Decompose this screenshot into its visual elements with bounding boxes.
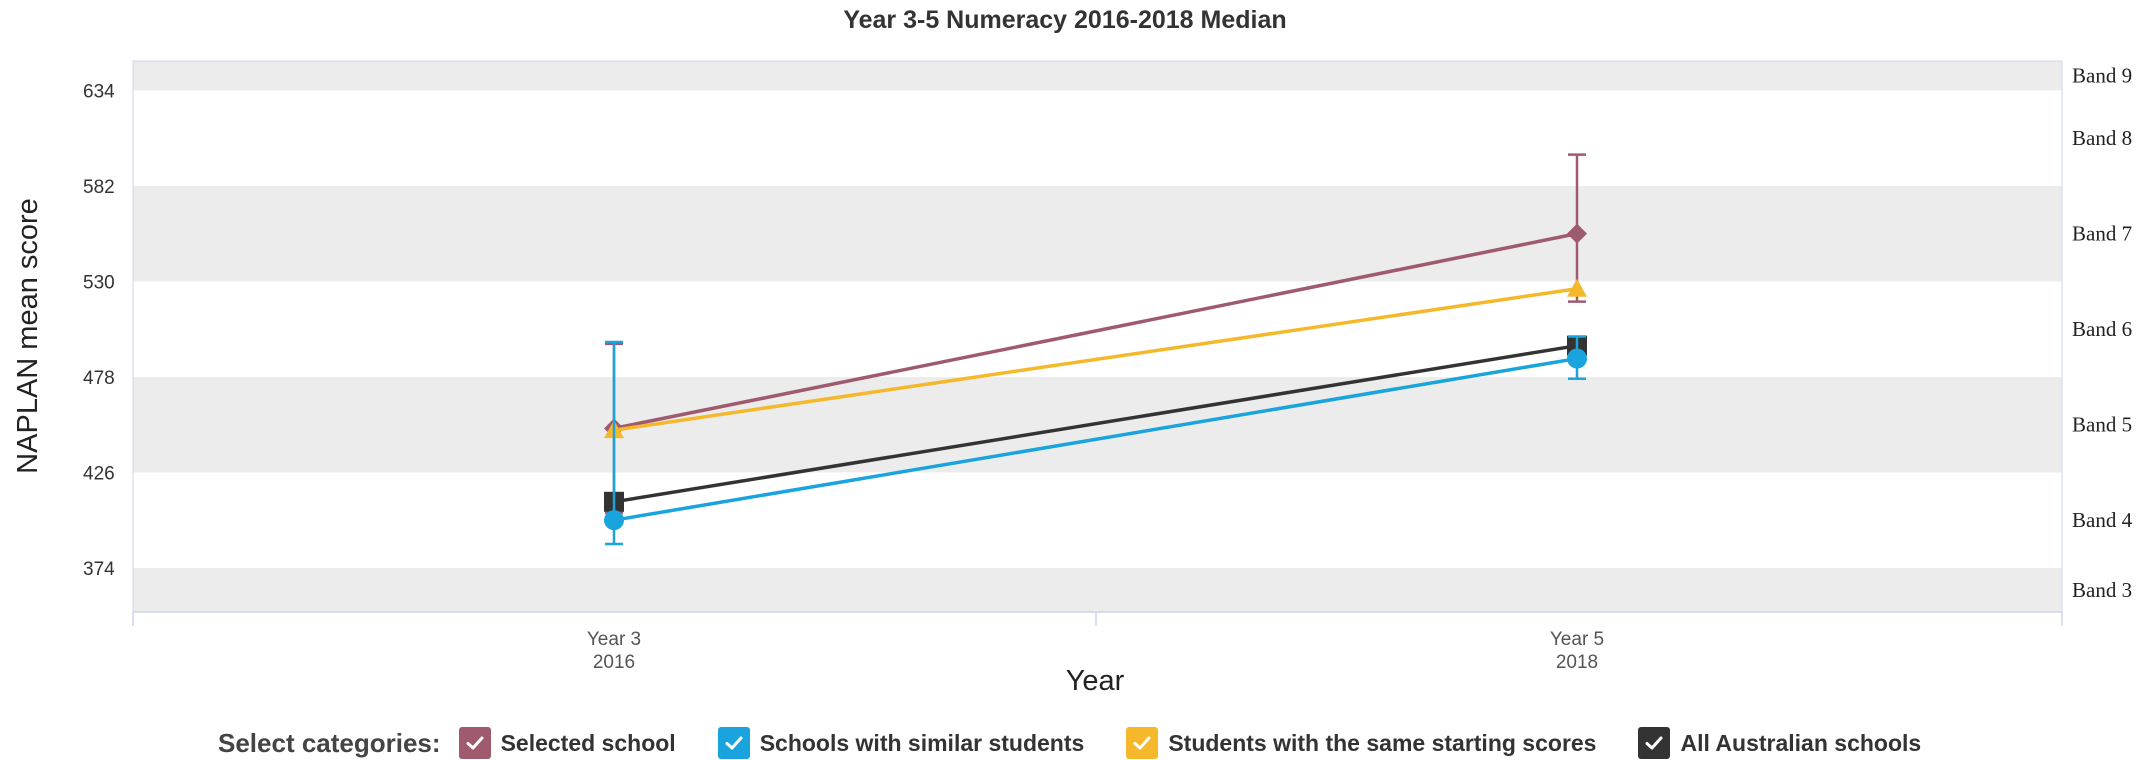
check-icon[interactable]: [458, 727, 491, 759]
series-schools-with-similar-students: [604, 335, 1587, 546]
y-tick-label: 374: [83, 559, 115, 580]
check-icon[interactable]: [717, 727, 750, 759]
x-tick-label: Year 3: [587, 629, 641, 650]
legend-label: Students with the same starting scores: [1168, 729, 1597, 756]
band-label: Band 9: [2072, 64, 2132, 88]
legend-label: Selected school: [500, 729, 676, 756]
series-line: [613, 343, 1578, 504]
data-point: [604, 510, 624, 531]
axes: [132, 60, 2063, 626]
legend-item-all-australian-schools[interactable]: All Australian schools: [1638, 727, 1921, 759]
x-tick-label: 2018: [1556, 652, 1598, 673]
band-label: Band 5: [2072, 413, 2132, 437]
series-line: [613, 287, 1578, 432]
x-axis-label: Year: [1066, 665, 1125, 697]
legend-label: All Australian schools: [1680, 729, 1922, 756]
chart-text: Year 3-5 Numeracy 2016-2018 Median Year …: [12, 6, 2133, 697]
band-3: [133, 567, 2062, 612]
band-label: Band 6: [2072, 317, 2132, 341]
x-tick-label: Year 5: [1550, 629, 1604, 650]
legend-item-selected-school[interactable]: Selected school: [458, 727, 676, 759]
band-label: Band 7: [2072, 222, 2132, 246]
y-tick-label: 582: [83, 177, 115, 198]
band-label: Band 8: [2072, 126, 2132, 150]
y-tick-label: 530: [83, 272, 115, 293]
band-9: [133, 61, 2062, 91]
band-8: [133, 90, 2062, 186]
legend: Select categories: Selected school Schoo…: [218, 726, 1953, 760]
legend-item-similar-schools[interactable]: Schools with similar students: [717, 727, 1085, 759]
band-label: Band 3: [2072, 578, 2132, 602]
series-line: [613, 231, 1578, 431]
data-point: [1567, 278, 1587, 297]
series-line: [613, 356, 1578, 522]
legend-item-same-starting-scores[interactable]: Students with the same starting scores: [1126, 727, 1596, 759]
band-label: Band 4: [2072, 508, 2133, 532]
y-tick-label: 634: [83, 81, 115, 102]
check-icon[interactable]: [1126, 727, 1159, 759]
y-axis-label: NAPLAN mean score: [12, 198, 44, 474]
legend-title: Select categories:: [218, 727, 441, 758]
band-4: [133, 472, 2062, 568]
y-tick-label: 478: [83, 368, 115, 389]
data-point: [1567, 223, 1587, 244]
check-icon[interactable]: [1638, 727, 1671, 759]
legend-label: Schools with similar students: [759, 729, 1085, 756]
data-point: [1567, 348, 1587, 369]
chart-title: Year 3-5 Numeracy 2016-2018 Median: [843, 6, 1286, 34]
y-tick-label: 426: [83, 463, 115, 484]
plot-bands: [133, 61, 2062, 612]
series: [604, 153, 1587, 546]
band-7: [133, 185, 2062, 282]
x-tick-label: 2016: [593, 652, 635, 673]
